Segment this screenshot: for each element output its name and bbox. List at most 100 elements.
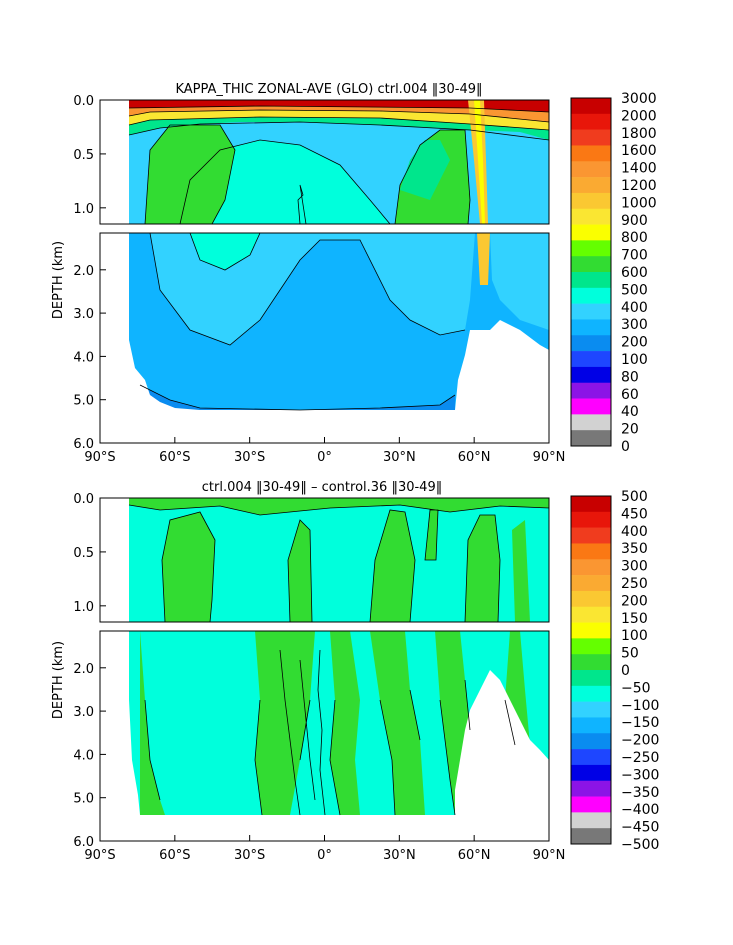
x-tick-label: 30°N — [383, 848, 416, 863]
colorbar-swatch — [571, 98, 611, 115]
colorbar-swatch — [571, 414, 611, 431]
colorbar-swatch — [571, 733, 611, 750]
field-lower-1 — [100, 233, 549, 443]
colorbar-swatch — [571, 335, 611, 352]
colorbar-swatch — [571, 287, 611, 304]
colorbar-label: 300 — [621, 559, 648, 575]
x-tick-label: 60°N — [458, 848, 491, 863]
colorbar-swatch — [571, 129, 611, 146]
colorbar-swatch — [571, 606, 611, 623]
region-green-sh — [145, 125, 235, 224]
colorbar-swatch — [571, 749, 611, 766]
diff-green-6 — [512, 520, 530, 622]
colorbar-label: −100 — [621, 698, 659, 714]
colorbar-label: −200 — [621, 733, 659, 749]
region-aqua-nh — [400, 140, 450, 200]
x-tick-label: 30°N — [383, 450, 416, 465]
land-mask-south-2 — [100, 498, 129, 622]
colorbar-label: 200 — [621, 593, 648, 609]
colorbar-swatch — [571, 113, 611, 130]
colorbar-swatch — [571, 796, 611, 813]
diff-lgreen-3 — [330, 631, 360, 815]
colorbar-label: 20 — [621, 422, 639, 438]
colorbar-label: −500 — [621, 837, 659, 853]
mask-floor-2 — [100, 631, 549, 841]
colorbar-swatch — [571, 272, 611, 289]
x-tick-label: 90°S — [84, 450, 115, 465]
colorbar-label: 400 — [621, 300, 648, 316]
diff-lgreen-4 — [370, 631, 425, 815]
colorbar-label: 100 — [621, 628, 648, 644]
y-tick-label: 4.0 — [73, 350, 94, 365]
colorbar-label: 500 — [621, 282, 648, 298]
colorbar-swatch — [571, 366, 611, 384]
colorbar-swatch — [571, 224, 611, 241]
x-tick-label: 0° — [317, 848, 332, 863]
colorbar-label: 1000 — [621, 195, 657, 211]
y-tick-label: 0.5 — [73, 148, 94, 163]
colorbar-swatch — [571, 240, 611, 257]
y-tick-label: 0.5 — [73, 546, 94, 561]
y-tick-label: 3.0 — [73, 705, 94, 720]
diff-green-2 — [288, 520, 312, 622]
colorbar-label: 2000 — [621, 108, 657, 124]
colorbar-label: 40 — [621, 404, 639, 420]
region-arctic — [490, 233, 549, 330]
diff-green-1 — [162, 512, 215, 622]
colorbar-swatch — [571, 575, 611, 592]
colorbar-swatch — [571, 828, 611, 845]
colorbar-swatch — [571, 177, 611, 194]
colorbar-swatch — [571, 256, 611, 273]
region-lower-aqua — [190, 233, 260, 270]
colorbar-label: 0 — [621, 439, 630, 455]
y-tick-label: 6.0 — [73, 835, 94, 850]
colorbar-swatch — [571, 670, 611, 687]
x-tick-label: 0° — [317, 450, 332, 465]
y-tick-label: 0.0 — [73, 94, 94, 109]
colorbar-label: 500 — [621, 489, 648, 505]
y-tick-label: 1.0 — [73, 202, 94, 217]
colorbar-swatch — [571, 685, 611, 702]
colorbar-swatch — [571, 496, 611, 513]
colorbar-label: 900 — [621, 213, 648, 229]
y-tick-label: 6.0 — [73, 437, 94, 452]
y-tick-label: 1.0 — [73, 600, 94, 615]
chart-title-2: ctrl.004 ‖30-49‖ – control.36 ‖30-49‖ — [202, 480, 442, 495]
colorbar-swatch — [571, 303, 611, 320]
colorbar-swatch — [571, 717, 611, 734]
colorbar-swatch — [571, 654, 611, 671]
colorbar-frame — [570, 495, 612, 845]
diff-contours-lower — [144, 649, 516, 816]
colorbar-label: 450 — [621, 506, 648, 522]
colorbar-label: 100 — [621, 352, 648, 368]
colorbar-label: 700 — [621, 248, 648, 264]
colorbar-label: 50 — [621, 646, 639, 662]
y-tick-label: 0.0 — [73, 492, 94, 507]
colorbar-label: 1800 — [621, 126, 657, 142]
colorbar-label: 3000 — [621, 91, 657, 107]
colorbar-label: 300 — [621, 317, 648, 333]
colorbar-swatch — [571, 319, 611, 336]
colorbar-swatch — [571, 192, 611, 210]
x-tick-label: 30°S — [234, 450, 265, 465]
chart-title-1: KAPPA_THIC ZONAL-AVE (GLO) ctrl.004 ‖30-… — [175, 82, 482, 97]
plot-frame-upper-2 — [99, 497, 550, 623]
region-red — [129, 100, 549, 112]
colorbar-swatch — [571, 780, 611, 797]
x-tick-label: 60°S — [159, 848, 190, 863]
tick-labels-1: 90°S 60°S 30°S 0° 30°N 60°N 90°N 0.0 0.5 1.0 2.0 3.… — [73, 94, 565, 465]
diff-lgreen-2 — [255, 631, 315, 815]
colorbar-label: 250 — [621, 576, 648, 592]
panel-2: ctrl.004 ‖30-49‖ – control.36 ‖30-49‖ — [51, 480, 659, 863]
colorbar-frame — [570, 97, 612, 447]
diff-green-3 — [370, 510, 415, 622]
colorbar-swatch — [571, 430, 611, 447]
colorbar-swatch — [571, 208, 611, 225]
x-tick-label: 90°N — [533, 450, 566, 465]
colorbar-swatch — [571, 351, 611, 368]
tick-labels-2: 90°S 60°S 30°S 0° 30°N 60°N 90°N 0.0 0.5 1.0 2.0 3.… — [73, 492, 565, 863]
colorbar-swatch — [571, 559, 611, 576]
colorbar-label: −450 — [621, 820, 659, 836]
colorbar-label: 200 — [621, 335, 648, 351]
colorbar-swatch — [571, 638, 611, 655]
